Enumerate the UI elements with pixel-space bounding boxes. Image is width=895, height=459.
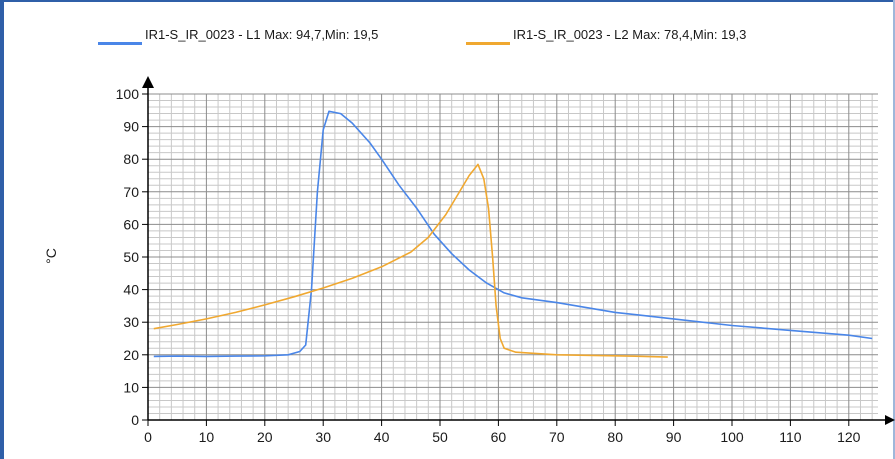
y-tick-label: 90	[123, 119, 139, 135]
axes-layer	[142, 76, 895, 425]
y-axis-title: °C	[43, 248, 59, 264]
y-tick-label: 0	[131, 412, 139, 428]
legend-swatch-l2	[466, 42, 510, 45]
y-tick-label: 100	[116, 86, 140, 102]
y-tick-label: 70	[123, 184, 139, 200]
x-tick-label: 70	[549, 429, 565, 445]
x-tick-label: 10	[199, 429, 215, 445]
x-tick-label: 60	[491, 429, 507, 445]
series-line-1	[153, 110, 873, 358]
x-tick-label: 30	[315, 429, 331, 445]
legend-swatch-l1	[98, 42, 142, 45]
x-tick-label: 120	[837, 429, 861, 445]
y-tick-label: 30	[123, 314, 139, 330]
x-tick-label: 20	[257, 429, 273, 445]
legend-label-l2: IR1-S_IR_0023 - L2 Max: 78,4,Min: 19,3	[513, 27, 747, 42]
grid-major	[148, 93, 878, 420]
y-tick-label: 40	[123, 282, 139, 298]
panel-top-border	[0, 0, 895, 2]
x-axis-arrow	[885, 415, 895, 425]
panel-left-border	[0, 0, 4, 459]
x-tick-label: 40	[374, 429, 390, 445]
x-tick-label: 50	[432, 429, 448, 445]
x-tick-label: 0	[144, 429, 152, 445]
panel-right-border	[893, 0, 895, 459]
y-tick-label: 80	[123, 151, 139, 167]
chart-legend: IR1-S_IR_0023 - L1 Max: 94,7,Min: 19,5 I…	[98, 28, 858, 64]
x-tick-label: 110	[779, 429, 802, 445]
x-tick-label: 80	[607, 429, 623, 445]
y-tick-label: 20	[123, 347, 139, 363]
series-layer	[153, 110, 873, 358]
x-tick-label: 100	[720, 429, 744, 445]
x-tick-label: 90	[666, 429, 682, 445]
y-tick-label: 10	[123, 379, 139, 395]
ticks-layer: 0 10 20 30 40 50 60 70 80 90 100 0 10 20 30 40 50 60 70 80 9…	[116, 86, 861, 445]
legend-label-l1: IR1-S_IR_0023 - L1 Max: 94,7,Min: 19,5	[145, 27, 379, 42]
y-tick-label: 50	[123, 249, 139, 265]
y-axis-arrow	[142, 76, 154, 88]
y-tick-label: 60	[123, 216, 139, 232]
series-line-2	[153, 163, 668, 358]
